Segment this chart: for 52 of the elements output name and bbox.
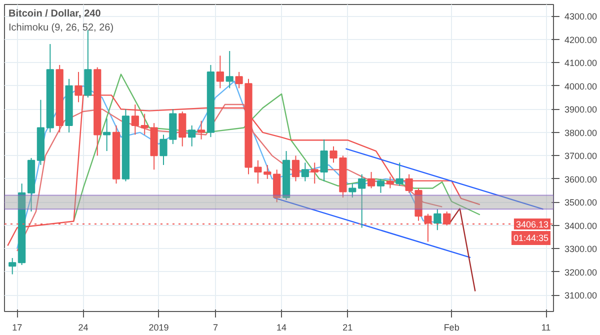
y-tick-label: 3300.00 — [564, 244, 598, 254]
candlestick — [226, 50, 234, 89]
candlestick — [434, 208, 442, 231]
candlestick — [160, 134, 168, 166]
candlestick — [131, 104, 139, 136]
annotation: 01:44:35 — [513, 233, 549, 244]
y-tick-label: 3900.00 — [564, 104, 598, 115]
y-tick-label: 4000.00 — [564, 81, 598, 92]
candlestick — [273, 169, 281, 203]
candlestick — [386, 176, 394, 189]
y-tick-label: 4300.00 — [564, 12, 598, 22]
candlestick — [358, 174, 366, 228]
x-tick-label: Feb — [444, 322, 460, 332]
chart-title: Bitcoin / Dollar, 240 — [8, 8, 102, 20]
y-tick-label: 4100.00 — [564, 58, 598, 68]
candlestick — [405, 174, 413, 194]
x-tick-label: 14 — [276, 322, 287, 332]
candlestick — [301, 162, 309, 182]
candlestick — [188, 124, 196, 147]
y-tick-label: 3800.00 — [564, 128, 598, 138]
candlestick — [178, 110, 186, 147]
x-tick-label: 11 — [541, 322, 551, 332]
y-tick-label: 3200.00 — [564, 267, 598, 278]
y-tick-label: 3100.00 — [564, 290, 598, 301]
candlestick — [320, 138, 328, 182]
candlestick — [235, 71, 243, 89]
candlestick — [292, 155, 300, 182]
y-tick-label: 3700.00 — [564, 151, 598, 162]
candlestick — [367, 171, 376, 189]
y-tick-label: 3400.00 — [564, 220, 598, 231]
y-tick-label: 3600.00 — [564, 174, 598, 184]
candlestick — [330, 146, 338, 164]
y-tick-label: 4200.00 — [564, 34, 598, 45]
text: Ichimoku (9, 26, 52, 26) — [8, 22, 114, 34]
candlestick — [216, 55, 224, 89]
x-tick-label: 17 — [12, 322, 22, 332]
x-tick-label: 2019 — [148, 322, 169, 332]
x-tick-label: 24 — [78, 322, 88, 332]
candlestick — [348, 183, 356, 198]
y-tick-label: 3500.00 — [564, 198, 598, 208]
candlestick — [264, 164, 272, 180]
ref-line-label: 3406.13 — [516, 220, 549, 230]
candlestick — [103, 118, 111, 152]
candlestick — [396, 162, 404, 186]
candlestick — [376, 178, 385, 194]
x-tick-label: 21 — [342, 322, 353, 332]
candlestick — [197, 120, 206, 140]
x-tick-label: 7 — [212, 322, 218, 332]
candlestick — [8, 258, 16, 275]
candlestick — [310, 162, 318, 184]
candlestick — [140, 113, 148, 136]
line-series — [73, 74, 481, 222]
